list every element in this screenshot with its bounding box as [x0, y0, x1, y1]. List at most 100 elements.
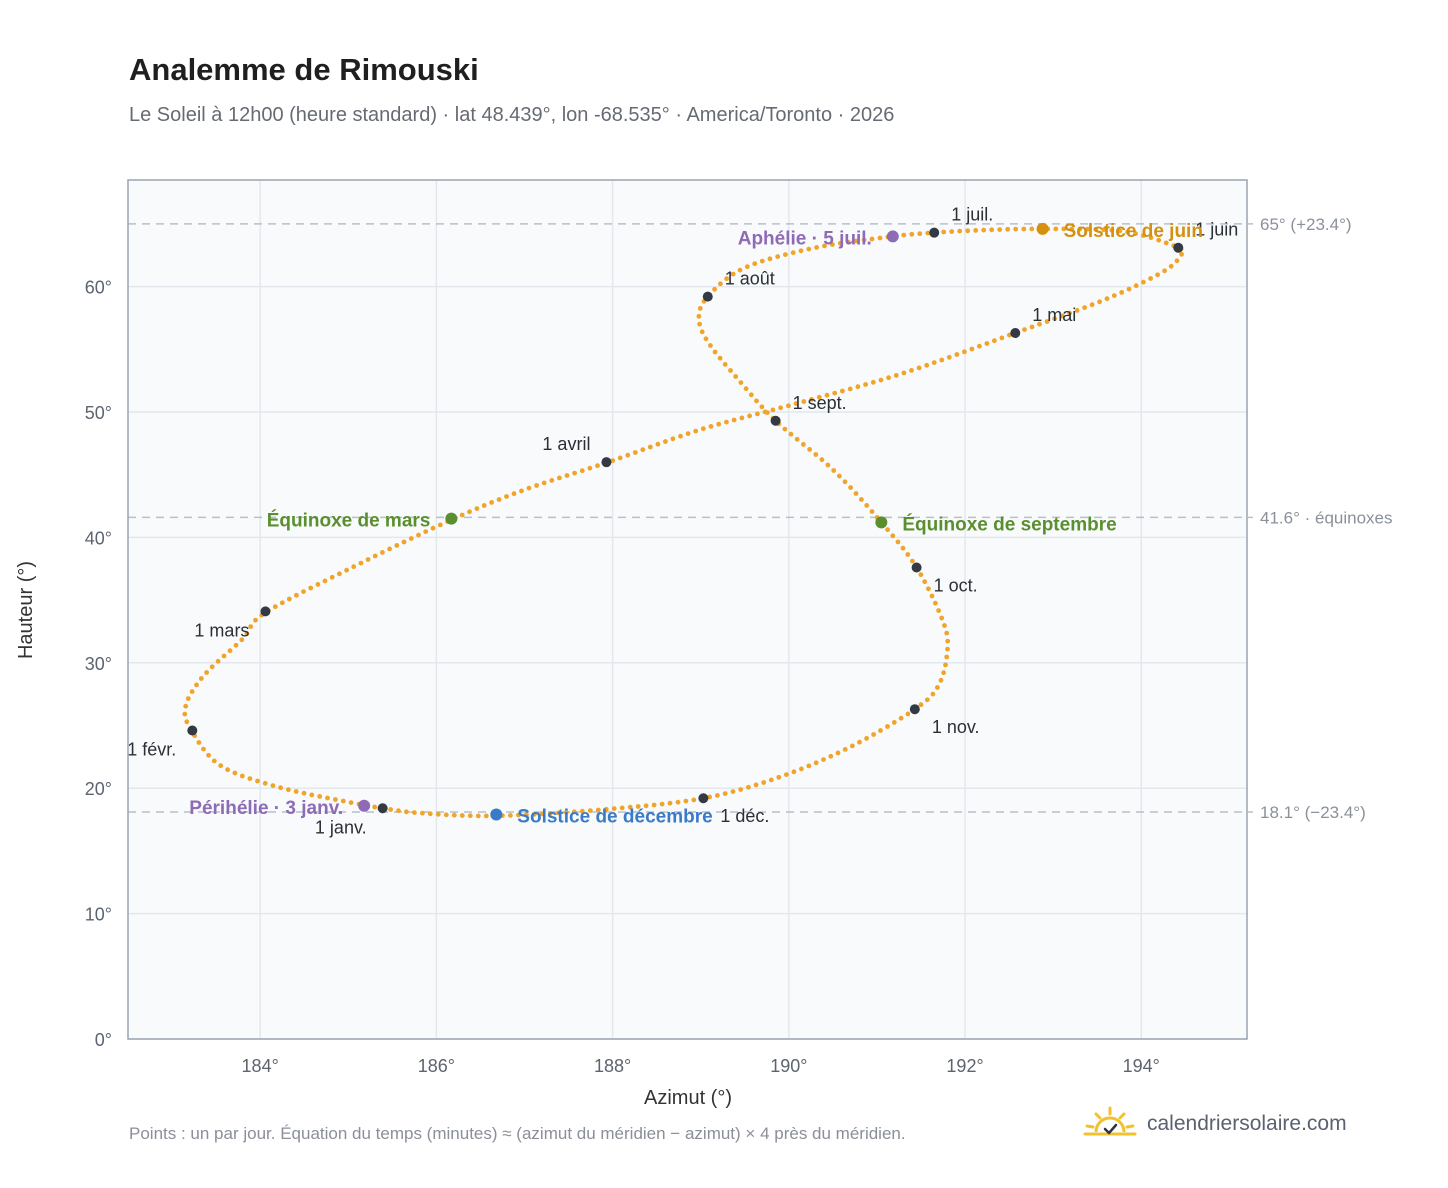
daily-point	[516, 812, 521, 818]
daily-point	[1022, 327, 1027, 332]
daily-point	[420, 810, 425, 816]
daily-point	[683, 798, 689, 804]
daily-point	[1052, 316, 1057, 322]
daily-point	[401, 539, 407, 545]
event-marker	[490, 808, 503, 821]
daily-point	[708, 424, 714, 429]
daily-point	[962, 349, 967, 355]
daily-point	[627, 804, 633, 810]
daily-point	[1126, 286, 1132, 292]
daily-point	[752, 261, 758, 267]
daily-point	[722, 362, 728, 367]
month-markers: 1 janv. 1 févr. 1 mars 1 avril 1 mai 1 juin 1 …	[127, 205, 1238, 838]
daily-point	[651, 802, 657, 808]
daily-point	[864, 736, 869, 741]
y-tick-label: 30°	[85, 654, 112, 674]
daily-point	[877, 235, 883, 241]
daily-point	[571, 809, 577, 815]
daily-point	[965, 228, 971, 234]
daily-point	[890, 533, 896, 539]
event-label: Périhélie · 3 janv.	[189, 798, 343, 819]
daily-point	[848, 485, 853, 490]
daily-point	[670, 436, 676, 442]
daily-point	[743, 386, 749, 392]
daily-point	[333, 797, 338, 802]
daily-point	[857, 739, 862, 745]
daily-point	[807, 447, 812, 452]
daily-point	[423, 529, 429, 534]
daily-point	[1148, 235, 1154, 241]
daily-point	[724, 276, 729, 282]
daily-point	[718, 281, 723, 287]
daily-point	[555, 810, 561, 816]
daily-point	[767, 256, 773, 262]
reference-lines: 65° (+23.4°) 41.6° · équinoxes 18.1° (−23.…	[128, 215, 1393, 822]
daily-point	[678, 433, 683, 439]
brand[interactable]: calendriersolaire.com	[1083, 1104, 1347, 1144]
daily-point	[317, 794, 323, 799]
daily-point	[984, 341, 990, 346]
daily-point	[886, 375, 891, 381]
daily-point	[337, 571, 342, 577]
daily-point	[1168, 263, 1174, 269]
daily-point	[977, 343, 982, 349]
daily-point	[225, 767, 231, 773]
daily-point	[765, 410, 770, 415]
month-marker	[377, 803, 388, 814]
daily-point	[700, 426, 706, 432]
daily-point	[632, 450, 638, 455]
daily-point	[997, 227, 1003, 233]
daily-point	[1067, 310, 1072, 316]
daily-point	[929, 593, 935, 599]
daily-point	[619, 805, 625, 811]
daily-point	[784, 772, 789, 777]
daily-point	[941, 229, 947, 235]
daily-point	[474, 506, 480, 511]
daily-point	[895, 539, 901, 545]
daily-point	[759, 258, 765, 264]
daily-point	[365, 557, 371, 562]
daily-point	[737, 267, 743, 273]
daily-point	[451, 812, 457, 818]
daily-point	[532, 811, 537, 817]
daily-point	[278, 785, 283, 791]
daily-point	[864, 503, 870, 508]
daily-point	[437, 522, 443, 528]
daily-point	[396, 808, 401, 814]
daily-point	[1119, 290, 1125, 295]
daily-point	[847, 386, 853, 392]
daily-point	[930, 691, 936, 697]
daily-point	[861, 237, 867, 243]
daily-point	[404, 809, 409, 815]
daily-point	[279, 600, 285, 606]
month-label: 1 nov.	[932, 717, 980, 737]
daily-point	[799, 766, 804, 772]
daily-point	[901, 232, 907, 238]
daily-point	[459, 813, 465, 818]
daily-point	[824, 392, 830, 398]
daily-point	[572, 470, 577, 476]
daily-point	[388, 807, 393, 812]
daily-point	[791, 769, 797, 775]
daily-point	[871, 732, 876, 737]
daily-point	[813, 760, 819, 766]
daily-point	[918, 702, 924, 708]
daily-point	[215, 658, 221, 664]
sun-logo-icon	[1083, 1106, 1137, 1136]
month-label: 1 févr.	[127, 740, 176, 760]
daily-point	[416, 532, 421, 538]
daily-point	[218, 763, 224, 769]
event-label: Équinoxe de septembre	[902, 513, 1116, 535]
daily-point	[905, 711, 911, 717]
daily-point	[1029, 226, 1035, 232]
daily-point	[541, 480, 547, 486]
daily-point	[459, 512, 465, 518]
daily-point	[262, 780, 268, 786]
daily-point	[640, 447, 646, 453]
daily-point	[924, 362, 930, 368]
daily-point	[483, 813, 489, 819]
daily-point	[869, 509, 875, 514]
daily-point	[730, 271, 736, 277]
daily-point	[659, 801, 665, 807]
